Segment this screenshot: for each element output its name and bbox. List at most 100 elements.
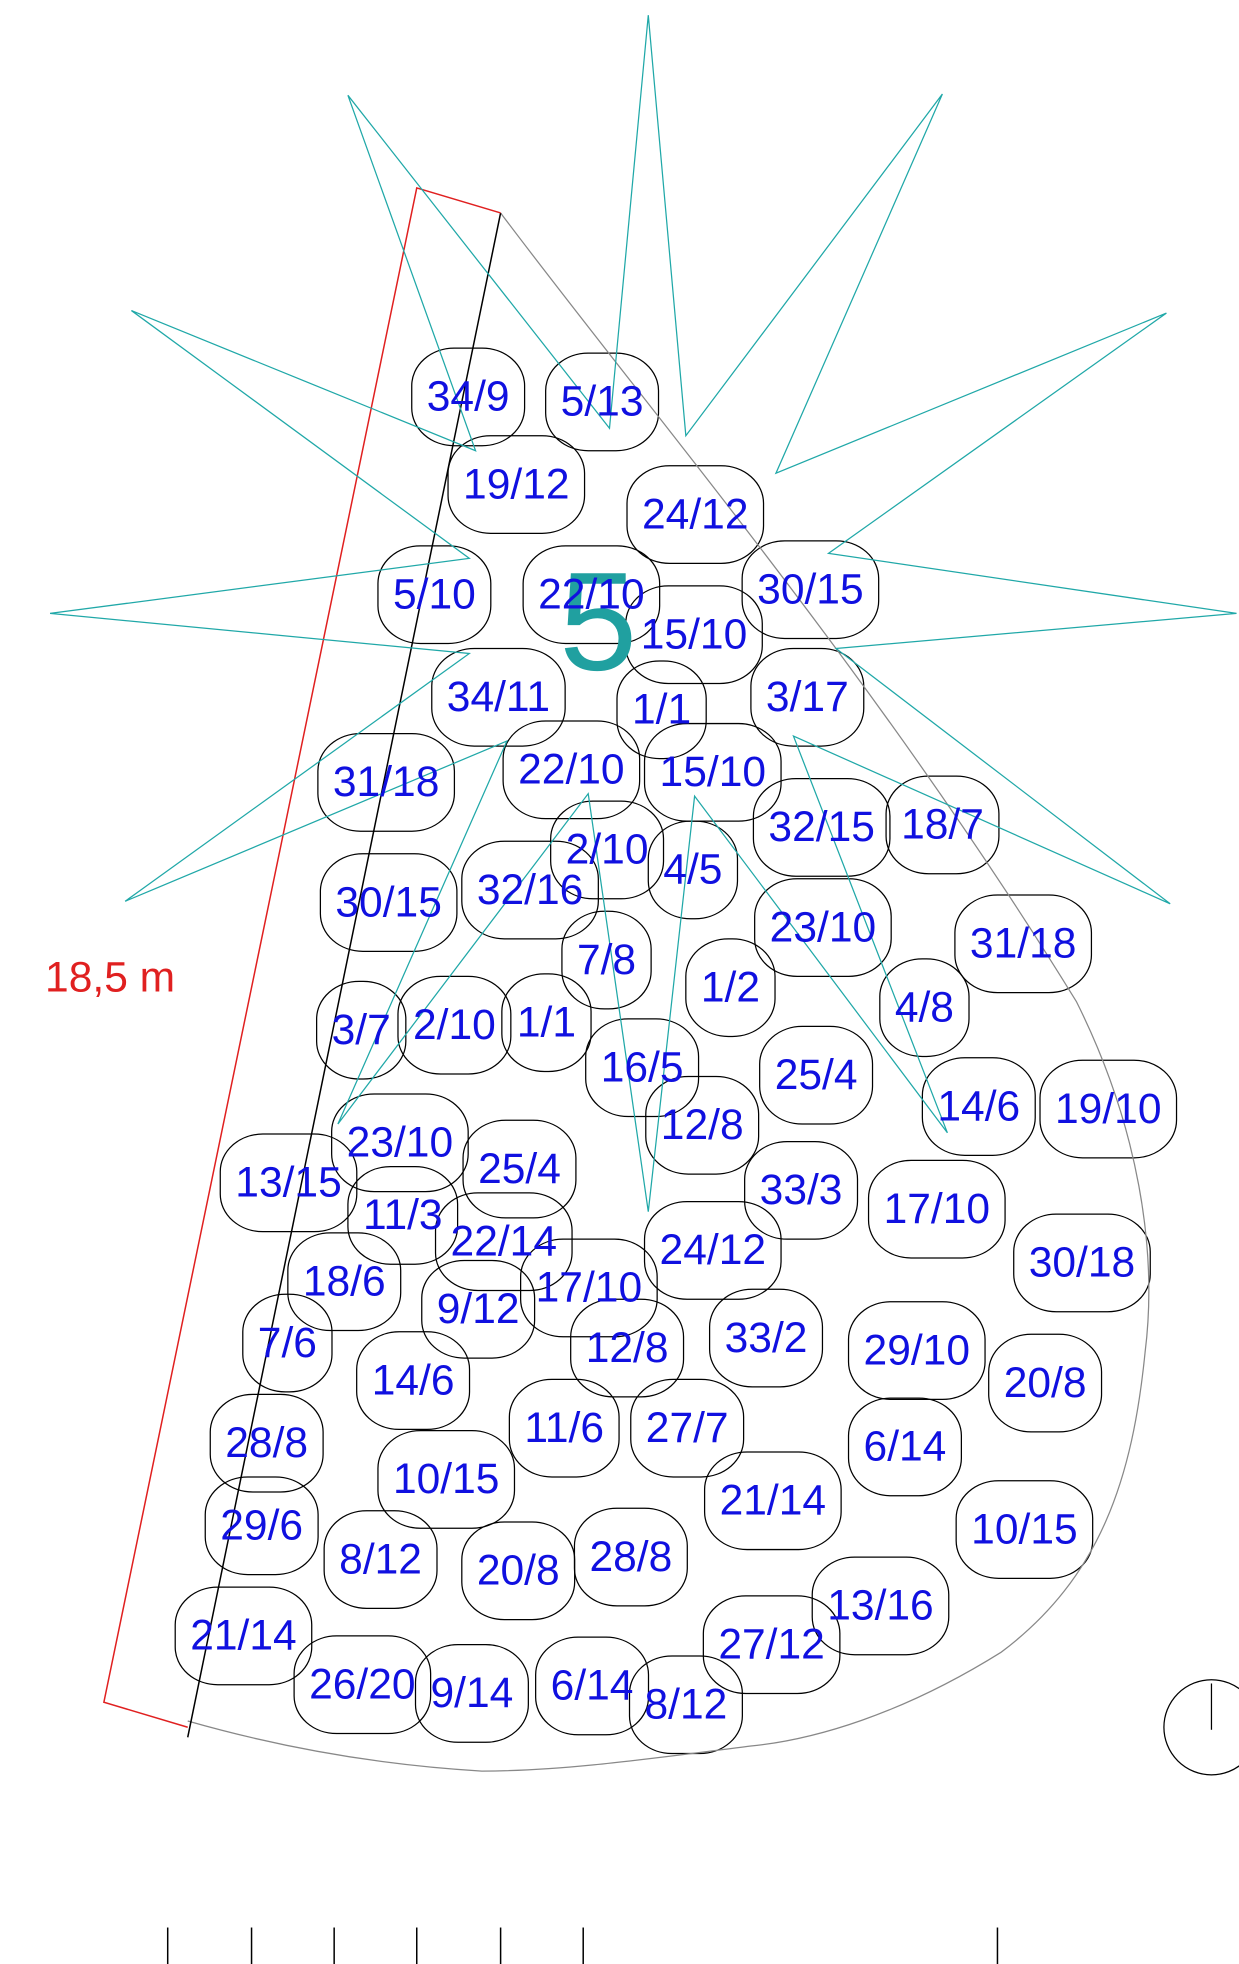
bed-outline: [187, 212, 1150, 1772]
plant-label: 11/6: [524, 1404, 604, 1452]
plant-label: 2/10: [413, 1001, 496, 1049]
stone-cell: [462, 1119, 577, 1219]
plant-label: 33/3: [760, 1166, 843, 1214]
plant-label: 24/12: [660, 1226, 766, 1274]
stone-cell: [174, 1586, 313, 1686]
plant-label: 21/14: [720, 1477, 826, 1525]
stone-cell: [522, 545, 661, 645]
plant-label: 7/6: [258, 1319, 317, 1367]
plant-label: 4/5: [663, 846, 722, 894]
plant-label: 18/7: [901, 801, 984, 849]
plant-label: 21/14: [190, 1612, 296, 1660]
plant-label: 15/10: [641, 610, 747, 658]
stone-cell: [585, 1018, 700, 1118]
plant-label: 25/4: [478, 1145, 561, 1193]
stone-cell: [377, 1430, 516, 1529]
stone-cell: [954, 894, 1093, 994]
stone-cell: [616, 660, 707, 760]
plant-label: 18/6: [303, 1258, 386, 1306]
plant-label: 32/15: [768, 803, 874, 851]
plant-label: 30/18: [1029, 1239, 1135, 1287]
plant-label: 20/8: [1004, 1359, 1087, 1407]
scale-label: 0: [180, 1961, 198, 1964]
plant-label: 10/15: [971, 1505, 1077, 1553]
plant-label: 30/15: [757, 565, 863, 613]
stone-cell: [1039, 1059, 1178, 1159]
stone-cell: [955, 1480, 1094, 1579]
plant-label: 6/14: [551, 1662, 634, 1710]
stone-cell: [744, 1140, 859, 1240]
plant-label: 5/10: [393, 570, 476, 618]
plant-label: 7/8: [577, 936, 636, 984]
plant-label: 1/1: [632, 686, 691, 734]
stone-cell: [501, 973, 592, 1073]
stone-cell: [702, 1595, 841, 1695]
plant-label: 32/16: [477, 866, 583, 914]
north-symbol: [1163, 1679, 1239, 1776]
stone-cell: [741, 540, 880, 640]
plant-label: 16/5: [601, 1043, 684, 1091]
plant-label: 19/12: [463, 460, 569, 508]
plant-label: 3/7: [332, 1006, 391, 1054]
stone-cell: [988, 1333, 1103, 1433]
stone-cell: [1013, 1213, 1151, 1313]
stone-cell: [847, 1301, 986, 1401]
plant-label: 8/12: [339, 1535, 422, 1583]
plant-label: 27/7: [646, 1404, 729, 1452]
plant-label: 11/3: [363, 1191, 443, 1239]
plant-label: 30/15: [335, 878, 441, 926]
plant-label: 14/6: [937, 1082, 1020, 1130]
plant-label: 23/10: [347, 1119, 453, 1167]
plant-star: [49, 15, 1237, 1212]
plant-label: 6/14: [864, 1423, 947, 1471]
stone-cell: [397, 975, 512, 1075]
plant-label: 31/18: [333, 758, 439, 806]
stone-cell: [434, 1192, 573, 1292]
stone-cell: [628, 1655, 743, 1755]
stone-cell: [508, 1378, 620, 1478]
stone-cell: [645, 1075, 760, 1175]
stone-cell: [347, 1165, 459, 1265]
stone-cell: [550, 800, 665, 900]
plant-label: 27/12: [718, 1620, 824, 1668]
stone-cell: [625, 585, 763, 685]
plant-label: 13/16: [827, 1582, 933, 1630]
stone-cell: [209, 1393, 324, 1493]
plant-label: 28/8: [225, 1419, 308, 1467]
plant-label: 31/18: [970, 920, 1076, 968]
plant-label: 13/15: [235, 1159, 341, 1207]
plant-label: 29/10: [864, 1326, 970, 1374]
plant-label: 9/14: [431, 1669, 514, 1717]
stone-cell: [331, 1093, 469, 1193]
stone-cell: [647, 820, 739, 920]
plant-label: 5/13: [561, 378, 644, 426]
stone-cell: [685, 938, 776, 1038]
stone-cell: [561, 910, 652, 1010]
plant-label: 22/14: [451, 1217, 557, 1265]
plant-label: 25/4: [775, 1051, 858, 1099]
stone-cell: [811, 1556, 950, 1656]
stone-cell: [759, 1025, 874, 1125]
stone-cell: [535, 1636, 650, 1736]
stone-cell: [626, 465, 765, 564]
plant-label: 8/12: [645, 1681, 728, 1729]
stone-cell: [847, 1397, 963, 1497]
stone-cell: [885, 775, 1000, 875]
stone-cell: [411, 347, 526, 447]
plant-label: 23/10: [770, 903, 876, 951]
plant-label: 10/15: [393, 1455, 499, 1503]
plant-label: 12/8: [661, 1101, 744, 1149]
stone-cell: [319, 853, 458, 952]
stone-cell: [242, 1293, 333, 1393]
stone-cell: [502, 720, 641, 820]
stone-cell: [708, 1288, 824, 1388]
stone-cell: [317, 732, 456, 832]
stone-cell: [750, 647, 865, 747]
stone-cell: [879, 958, 970, 1058]
plant-label: 34/11: [447, 673, 550, 721]
stone-cell: [204, 1476, 319, 1576]
plant-label: 14/6: [372, 1356, 455, 1404]
